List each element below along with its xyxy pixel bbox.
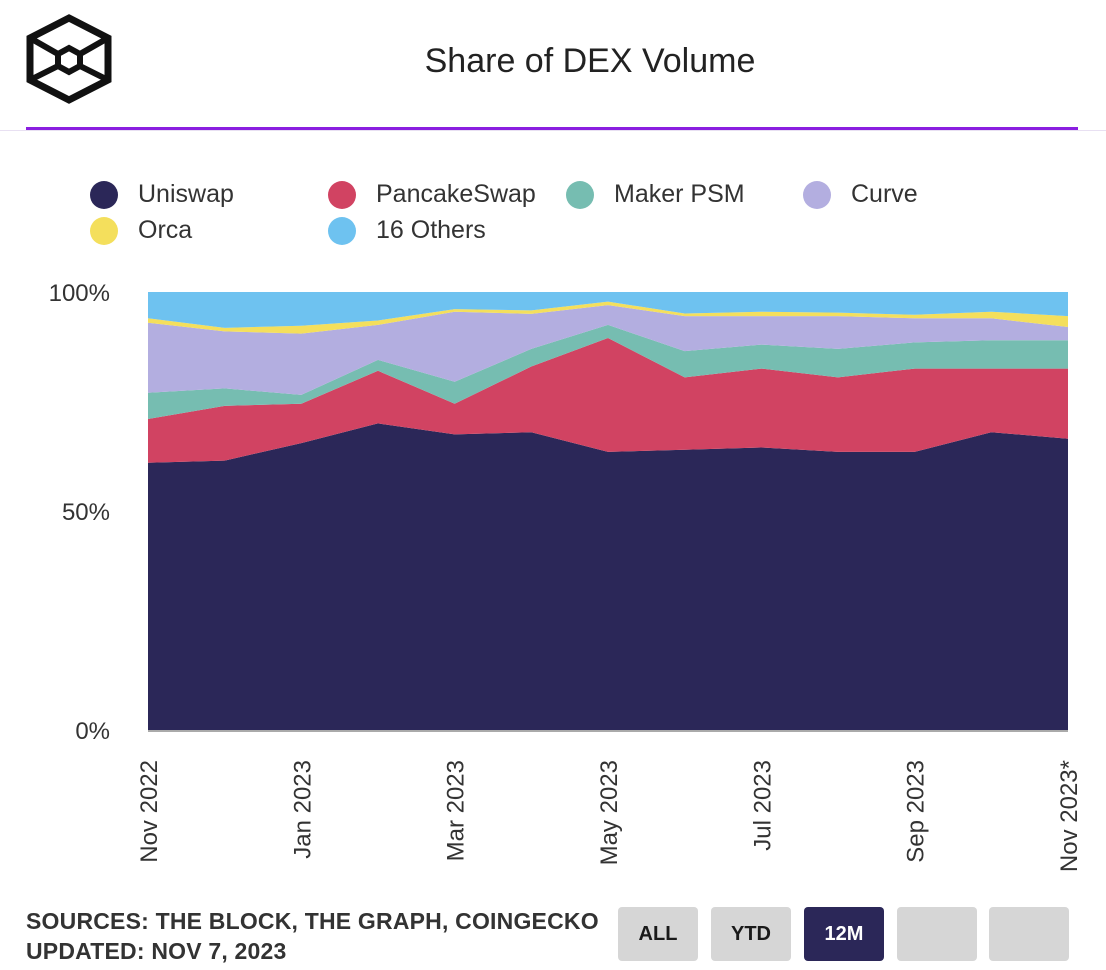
legend-item-16-others[interactable]: 16 Others bbox=[328, 216, 486, 245]
legend-item-maker-psm[interactable]: Maker PSM bbox=[566, 180, 745, 209]
area-series-curve bbox=[148, 305, 1068, 395]
legend-swatch bbox=[90, 180, 118, 209]
range-button-blank-2[interactable] bbox=[989, 907, 1069, 961]
legend-label: Curve bbox=[851, 180, 918, 208]
x-tick-label: Mar 2023 bbox=[443, 760, 470, 861]
sources-text: SOURCES: THE BLOCK, THE GRAPH, COINGECKO bbox=[26, 908, 599, 934]
legend-swatch bbox=[803, 180, 831, 209]
chart-legend: Uniswap PancakeSwap Maker PSM Curve Orca 16 O… bbox=[90, 180, 990, 250]
header-divider-shadow bbox=[0, 130, 1106, 131]
header-divider bbox=[26, 127, 1078, 130]
area-series-pancakeswap bbox=[148, 338, 1068, 463]
range-button-blank-1[interactable] bbox=[897, 907, 977, 961]
legend-label: PancakeSwap bbox=[376, 180, 536, 208]
x-tick-label: Nov 2022 bbox=[136, 760, 163, 863]
range-button-ytd[interactable]: YTD bbox=[711, 907, 791, 961]
legend-swatch bbox=[328, 180, 356, 209]
legend-label: Maker PSM bbox=[614, 180, 745, 208]
legend-swatch bbox=[566, 180, 594, 209]
chart-footer: SOURCES: THE BLOCK, THE GRAPH, COINGECKO… bbox=[26, 906, 599, 966]
legend-swatch bbox=[90, 216, 118, 245]
x-tick-label: May 2023 bbox=[596, 760, 623, 865]
x-tick-label: Jan 2023 bbox=[289, 760, 316, 859]
y-tick-label: 0% bbox=[75, 718, 110, 745]
x-tick-label: Jul 2023 bbox=[749, 760, 776, 851]
x-tick-label: Sep 2023 bbox=[903, 760, 930, 863]
legend-item-uniswap[interactable]: Uniswap bbox=[90, 180, 234, 209]
legend-item-curve[interactable]: Curve bbox=[803, 180, 918, 209]
legend-item-orca[interactable]: Orca bbox=[90, 216, 192, 245]
stacked-area-chart: 0% 50% 100% Nov 2022 Jan 2023 Mar 2023 May 202… bbox=[49, 280, 1083, 872]
range-button-all[interactable]: ALL bbox=[618, 907, 698, 961]
y-tick-label: 100% bbox=[49, 280, 110, 307]
legend-item-pancakeswap[interactable]: PancakeSwap bbox=[328, 180, 536, 209]
legend-swatch bbox=[328, 216, 356, 245]
area-series-maker-psm bbox=[148, 324, 1068, 419]
area-series-uniswap bbox=[148, 423, 1068, 730]
y-tick-label: 50% bbox=[62, 499, 110, 526]
legend-label: Uniswap bbox=[138, 180, 234, 208]
legend-label: 16 Others bbox=[376, 216, 486, 244]
area-series-16-others bbox=[148, 292, 1068, 328]
chart-title: Share of DEX Volume bbox=[424, 42, 756, 80]
updated-text: UPDATED: NOV 7, 2023 bbox=[26, 938, 287, 964]
the-block-logo bbox=[26, 14, 112, 104]
x-tick-label: Nov 2023* bbox=[1056, 760, 1083, 872]
range-button-12m[interactable]: 12M bbox=[804, 907, 884, 961]
area-series-orca bbox=[148, 301, 1068, 334]
legend-label: Orca bbox=[138, 216, 193, 244]
